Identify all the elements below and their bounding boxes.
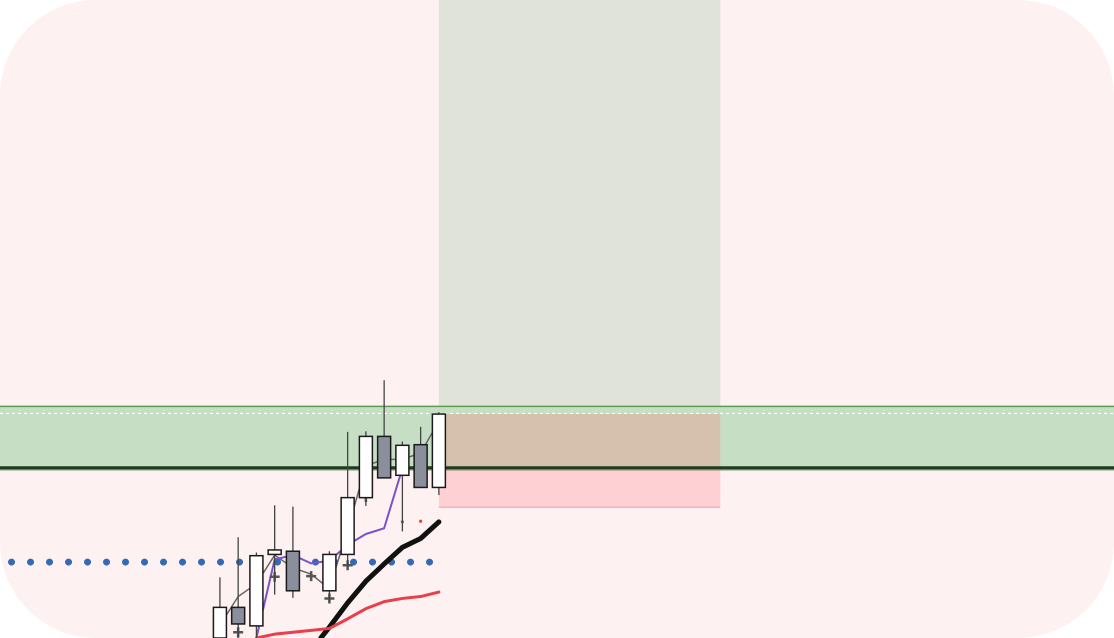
candle-body-1	[212, 606, 228, 638]
moving-average-line-3	[254, 590, 441, 638]
candle-body-2	[230, 606, 246, 625]
red-dot-marker-2	[419, 519, 423, 523]
candle-body-3	[249, 554, 264, 627]
candle-body-7	[340, 496, 355, 556]
target-zone	[438, 0, 721, 415]
candle-body-10	[395, 444, 410, 477]
candle-body-12	[431, 413, 447, 489]
candle-layer	[212, 380, 447, 638]
trade-box-layer	[438, 0, 721, 508]
candle-body-4	[267, 549, 282, 556]
moving-average-line-2	[318, 519, 442, 638]
profit-zone	[438, 414, 721, 470]
candle-body-8	[358, 435, 374, 499]
cross-marker-3	[306, 571, 317, 582]
candle-body-11	[413, 443, 428, 489]
resistance-layer	[0, 405, 1114, 471]
candle-body-5	[285, 550, 301, 592]
candle-body-9	[376, 435, 392, 479]
candle-body-6	[322, 553, 337, 592]
